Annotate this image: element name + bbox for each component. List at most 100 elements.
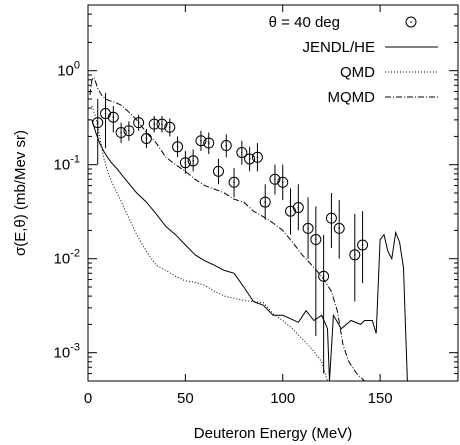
- data-point: [285, 188, 297, 235]
- data-marker: [318, 270, 330, 282]
- legend-symbol-series-1: [405, 16, 417, 28]
- data-marker: [123, 125, 135, 137]
- x-tick-label-1: 50: [177, 390, 194, 407]
- data-point: [251, 143, 263, 172]
- data-point: [195, 130, 207, 151]
- data-marker-center: [274, 178, 276, 181]
- legend-marker: [405, 16, 417, 28]
- data-marker: [244, 153, 256, 165]
- data-marker: [277, 176, 289, 188]
- data-point: [259, 184, 271, 220]
- data-point: [269, 164, 281, 195]
- data-marker-center: [361, 244, 364, 246]
- plot-frame: [87, 4, 459, 382]
- data-marker: [148, 118, 160, 130]
- data-marker-center: [248, 158, 251, 160]
- data-marker-center: [104, 112, 107, 115]
- data-point: [349, 213, 361, 302]
- data-marker-center: [137, 121, 140, 124]
- data-marker: [195, 135, 207, 147]
- data-marker-center: [145, 137, 148, 140]
- data-marker: [310, 234, 322, 246]
- data-marker: [115, 127, 127, 139]
- data-marker-center: [338, 227, 341, 230]
- data-marker-center: [264, 201, 267, 203]
- data-marker: [251, 151, 263, 163]
- data-point: [92, 99, 104, 165]
- data-marker-center: [241, 151, 243, 154]
- data-marker-center: [322, 275, 325, 278]
- data-point: [148, 115, 160, 133]
- data-marker-center: [225, 144, 228, 147]
- data-point: [228, 168, 240, 198]
- data-marker-center: [330, 217, 333, 219]
- data-marker: [179, 157, 191, 169]
- axis-ticks: [87, 4, 458, 382]
- data-point: [277, 164, 289, 201]
- data-marker: [164, 121, 176, 133]
- data-marker-center: [184, 161, 187, 164]
- data-marker-center: [233, 181, 235, 184]
- data-marker-center: [289, 210, 292, 213]
- data-point: [164, 118, 176, 137]
- data-marker-center: [200, 139, 202, 142]
- y-tick-label-1: 10-2: [54, 248, 80, 268]
- x-tick-label-0: 0: [84, 390, 92, 407]
- data-marker: [228, 176, 240, 188]
- data-point: [325, 193, 337, 248]
- legend-marker-center: [410, 21, 412, 23]
- data-point: [357, 211, 369, 284]
- data-point: [292, 184, 304, 231]
- data-marker-center: [176, 146, 179, 148]
- data-point: [187, 149, 199, 172]
- data-point: [156, 115, 168, 133]
- legend-label-series-4: MQMD: [328, 89, 376, 106]
- data-point: [123, 121, 135, 141]
- data-marker: [236, 146, 248, 158]
- x-axis-label: Deuteron Energy (MeV): [194, 425, 352, 442]
- data-marker-center: [315, 238, 317, 241]
- data-point: [212, 158, 224, 185]
- x-tick-labels: 0 50 100 150: [84, 390, 393, 407]
- x-tick-label-3: 150: [368, 390, 393, 407]
- data-point: [310, 206, 322, 337]
- data-point: [333, 200, 345, 259]
- series-line-2: [91, 119, 408, 381]
- series-line-4: [89, 76, 365, 381]
- data-point: [172, 136, 184, 158]
- data-marker: [220, 140, 232, 152]
- y-tick-labels: 10-3 10-2 10-1 100: [54, 60, 80, 362]
- legend-label-series-2: JENDL/HE: [302, 39, 375, 56]
- legend-label-series-3: QMD: [340, 64, 375, 81]
- data-marker-center: [120, 131, 122, 134]
- data-marker: [133, 117, 145, 129]
- data-point: [107, 106, 119, 133]
- data-point: [203, 132, 215, 154]
- data-marker-center: [192, 160, 194, 162]
- data-marker-center: [161, 123, 163, 125]
- legend-label-series-1: θ = 40 deg: [269, 14, 340, 31]
- data-point: [302, 197, 314, 259]
- data-marker-center: [281, 181, 284, 184]
- data-marker-center: [153, 123, 156, 125]
- data-marker-center: [297, 206, 300, 209]
- data-marker: [269, 173, 281, 185]
- data-marker: [92, 117, 104, 129]
- data-marker-center: [112, 116, 115, 119]
- y-tick-label-2: 10-1: [54, 154, 80, 174]
- y-tick-label-0: 10-3: [54, 342, 80, 362]
- y-tick-label-3: 100: [57, 60, 80, 80]
- data-marker: [302, 222, 314, 234]
- data-point: [236, 140, 248, 165]
- legend: θ = 40 deg JENDL/HE QMD MQMD: [269, 14, 438, 106]
- data-point: [220, 134, 232, 158]
- data-point: [179, 150, 191, 174]
- data-marker-center: [307, 227, 309, 230]
- plot-area: [89, 76, 408, 381]
- series-line-3: [91, 105, 328, 381]
- data-point: [133, 114, 145, 131]
- data-marker-center: [168, 126, 171, 129]
- data-marker: [203, 137, 215, 149]
- data-marker: [156, 118, 168, 130]
